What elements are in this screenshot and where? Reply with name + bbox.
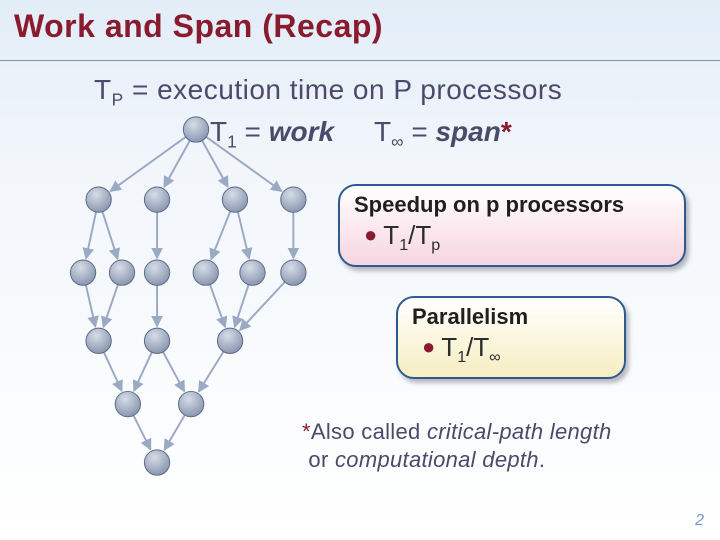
node <box>178 391 203 416</box>
edge <box>164 415 184 450</box>
edge <box>238 212 249 259</box>
node <box>144 187 169 212</box>
node <box>144 260 169 285</box>
slide-title: Work and Span (Recap) <box>14 8 383 45</box>
edge <box>211 211 230 259</box>
edge <box>235 285 249 327</box>
edge <box>110 137 185 191</box>
edge <box>210 285 225 327</box>
page-number: 2 <box>695 512 704 530</box>
definition-tp: TP = execution time on P processors <box>94 74 562 111</box>
node <box>86 187 111 212</box>
node <box>217 328 242 353</box>
node <box>222 187 247 212</box>
node <box>70 260 95 285</box>
node <box>86 328 111 353</box>
footnote: *Also called critical-path length or com… <box>302 418 612 473</box>
edge <box>86 285 96 327</box>
node <box>193 260 218 285</box>
node <box>144 450 169 475</box>
edge <box>102 212 117 259</box>
edge <box>164 141 190 187</box>
node <box>144 328 169 353</box>
parallelism-body: ●T1/T∞ <box>422 332 610 367</box>
speedup-body: ●T1/Tp <box>364 220 670 255</box>
node <box>240 260 265 285</box>
edge <box>206 137 281 191</box>
edge <box>134 352 152 391</box>
node <box>183 117 208 142</box>
parallelism-box: Parallelism ●T1/T∞ <box>396 296 626 379</box>
title-divider <box>0 60 720 61</box>
edge <box>134 415 151 449</box>
edge <box>202 141 228 187</box>
node <box>281 187 306 212</box>
edge <box>86 212 96 258</box>
parallelism-title: Parallelism <box>412 304 610 330</box>
edge <box>163 352 184 391</box>
edge <box>104 352 122 391</box>
node <box>281 260 306 285</box>
dag-diagram <box>56 112 336 482</box>
edge <box>103 285 118 327</box>
speedup-box: Speedup on p processors ●T1/Tp <box>338 184 686 267</box>
node <box>109 260 134 285</box>
edge <box>199 352 224 392</box>
speedup-title: Speedup on p processors <box>354 192 670 218</box>
node <box>115 391 140 416</box>
